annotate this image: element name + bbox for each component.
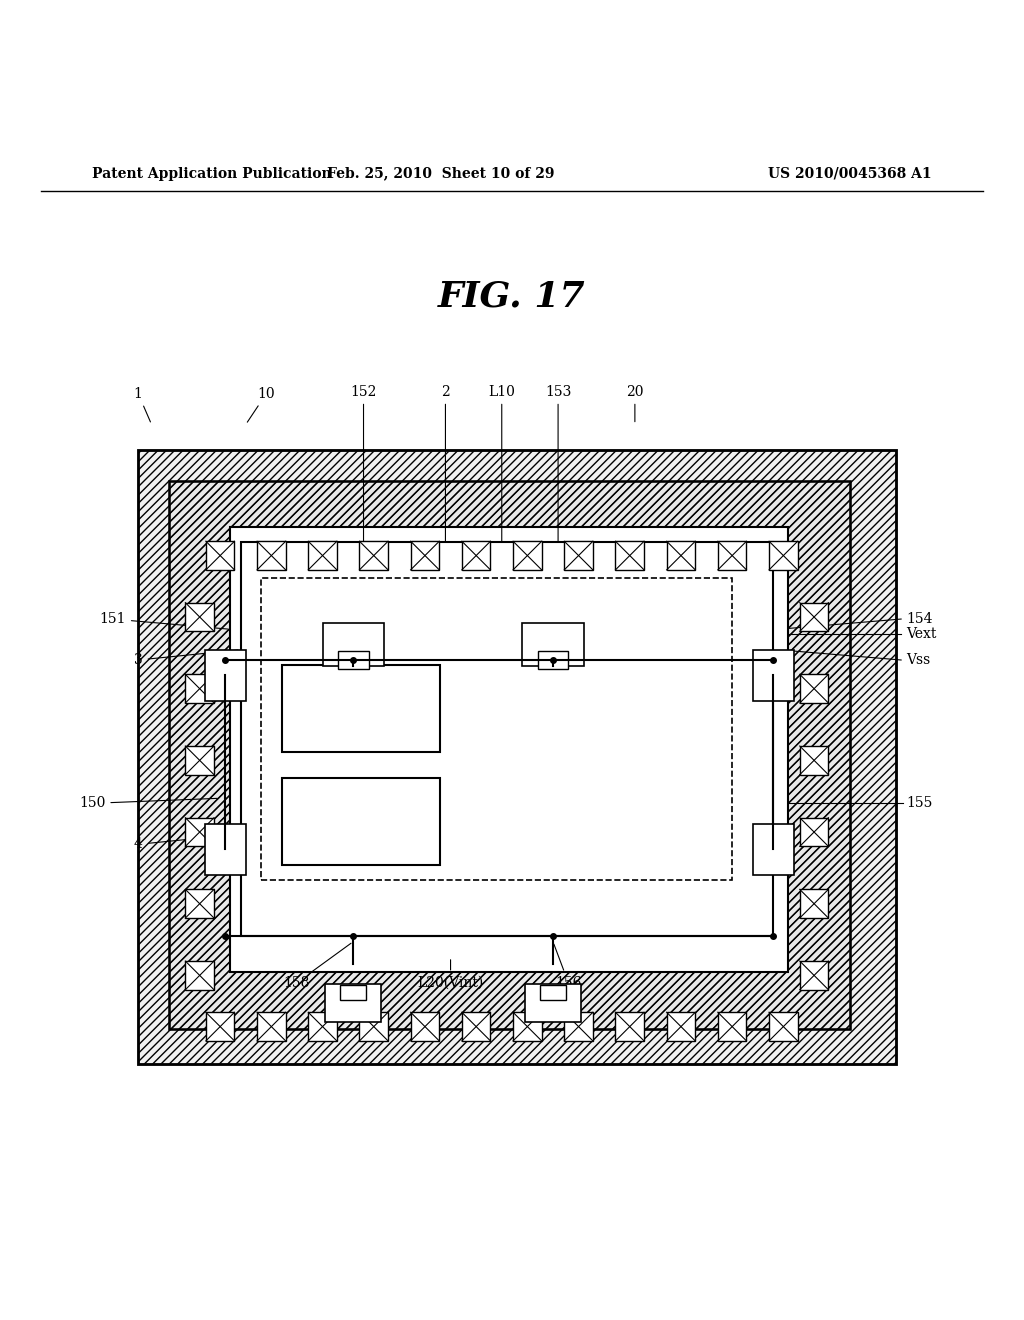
Bar (800, 890, 828, 917)
Text: 2: 2 (441, 384, 450, 595)
Bar (241, 543, 773, 936)
Bar (525, 983, 582, 1023)
Bar (462, 1012, 490, 1041)
Bar (338, 651, 369, 669)
Bar (513, 1012, 542, 1041)
Bar (541, 985, 566, 1001)
Bar (185, 890, 214, 917)
Bar (185, 675, 214, 704)
Bar (411, 1012, 439, 1041)
Text: S3: S3 (399, 837, 418, 851)
Bar (138, 450, 896, 1064)
Bar (205, 649, 246, 701)
Bar (308, 541, 337, 570)
Bar (753, 824, 794, 875)
Bar (800, 961, 828, 990)
Bar (564, 1012, 593, 1041)
Text: 153: 153 (545, 384, 571, 576)
Text: 4: 4 (134, 834, 238, 851)
Bar (800, 675, 828, 704)
Text: 60: 60 (449, 692, 483, 706)
Bar (800, 603, 828, 631)
Bar (615, 541, 644, 570)
Bar (462, 541, 490, 570)
Bar (513, 541, 542, 570)
Text: S2: S2 (635, 643, 653, 657)
Bar (718, 1012, 746, 1041)
Bar (667, 1012, 695, 1041)
Text: 70: 70 (449, 789, 483, 803)
Bar (230, 527, 788, 973)
Bar (325, 983, 381, 1023)
Text: 10: 10 (248, 387, 275, 422)
Bar (257, 1012, 286, 1041)
Bar (282, 777, 440, 865)
Bar (753, 649, 794, 701)
Bar (257, 541, 286, 570)
Text: 158: 158 (284, 944, 351, 990)
Bar (308, 1012, 337, 1041)
Text: US 2010/0045368 A1: US 2010/0045368 A1 (768, 166, 932, 181)
Text: Vext: Vext (906, 627, 937, 642)
Text: 150: 150 (79, 796, 217, 810)
Bar (667, 541, 695, 570)
Bar (538, 651, 568, 669)
Bar (206, 1012, 234, 1041)
Bar (206, 541, 234, 570)
Bar (800, 817, 828, 846)
Bar (185, 961, 214, 990)
Text: 20: 20 (626, 384, 644, 421)
Bar (185, 603, 214, 631)
Text: Feb. 25, 2010  Sheet 10 of 29: Feb. 25, 2010 Sheet 10 of 29 (327, 166, 554, 181)
Bar (169, 480, 850, 1028)
Bar (359, 541, 388, 570)
Text: L20(Vint): L20(Vint) (418, 960, 483, 990)
Text: 3: 3 (134, 649, 238, 667)
Bar (169, 480, 850, 1028)
Bar (800, 746, 828, 775)
Text: Vss: Vss (906, 653, 931, 667)
Text: 155: 155 (906, 796, 933, 810)
Bar (522, 623, 584, 667)
Bar (138, 450, 896, 1064)
Text: 154: 154 (906, 612, 933, 626)
Bar (323, 623, 384, 667)
Bar (718, 541, 746, 570)
Bar (261, 578, 732, 880)
Bar (564, 541, 593, 570)
Bar (185, 746, 214, 775)
Bar (282, 665, 440, 752)
Bar (340, 985, 367, 1001)
Text: 152: 152 (350, 384, 377, 576)
Bar (769, 541, 798, 570)
Bar (769, 1012, 798, 1041)
Text: L10: L10 (488, 384, 515, 616)
Text: 1: 1 (134, 387, 151, 422)
Bar (359, 1012, 388, 1041)
Text: 151: 151 (99, 612, 227, 630)
Bar (185, 817, 214, 846)
Text: 156: 156 (554, 944, 582, 990)
Bar (205, 824, 246, 875)
Bar (615, 1012, 644, 1041)
Text: Patent Application Publication: Patent Application Publication (92, 166, 332, 181)
Bar (411, 541, 439, 570)
Text: FIG. 17: FIG. 17 (438, 280, 586, 313)
